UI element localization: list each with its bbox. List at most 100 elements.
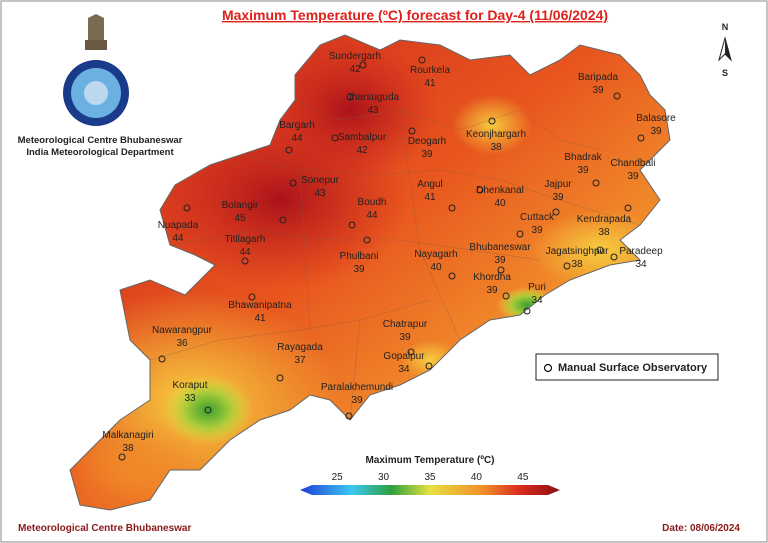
station-temp: 41 bbox=[254, 313, 266, 324]
station-name: Dhenkanal bbox=[476, 185, 524, 196]
station-name: Balasore bbox=[636, 113, 676, 124]
station-temp: 38 bbox=[598, 227, 610, 238]
colorbar-tick-label: 30 bbox=[378, 472, 390, 483]
station-name: Koraput bbox=[172, 380, 207, 391]
district-borders bbox=[149, 99, 641, 421]
station-marker bbox=[118, 453, 126, 461]
station-temp: 44 bbox=[239, 247, 251, 258]
station-marker bbox=[592, 179, 600, 187]
station-marker bbox=[613, 92, 621, 100]
station-name: Jajpur bbox=[544, 179, 572, 190]
station-temp: 39 bbox=[421, 149, 433, 160]
station-marker bbox=[285, 146, 293, 154]
station-marker bbox=[348, 221, 356, 229]
station-name: Bolangir bbox=[222, 200, 259, 211]
station-temp: 40 bbox=[430, 262, 442, 273]
colorbar bbox=[300, 485, 560, 495]
station-marker bbox=[552, 208, 560, 216]
station-temp: 39 bbox=[531, 225, 543, 236]
colorbar-tick-label: 35 bbox=[424, 472, 436, 483]
station-marker bbox=[596, 246, 604, 254]
station-temp: 39 bbox=[650, 126, 662, 137]
station-marker bbox=[331, 134, 339, 142]
station-name: Paralakhemundi bbox=[321, 382, 393, 393]
station-marker bbox=[345, 412, 353, 420]
station-name: Chatrapur bbox=[383, 319, 428, 330]
station-temp: 38 bbox=[571, 259, 583, 270]
station-temp: 39 bbox=[552, 192, 564, 203]
station-temp: 34 bbox=[531, 295, 543, 306]
station-temp: 41 bbox=[424, 78, 436, 89]
station-temp: 39 bbox=[494, 255, 506, 266]
station-name: Rourkela bbox=[410, 65, 450, 76]
station-name: Baripada bbox=[578, 72, 618, 83]
station-marker bbox=[248, 293, 256, 301]
legend-label: Manual Surface Observatory bbox=[558, 362, 708, 374]
station-temp: 40 bbox=[494, 198, 506, 209]
station-marker bbox=[289, 179, 297, 187]
station-marker bbox=[363, 236, 371, 244]
station-marker bbox=[359, 61, 367, 69]
station-temp: 34 bbox=[635, 259, 647, 270]
station-name: Sonepur bbox=[301, 175, 339, 186]
station-temp: 45 bbox=[234, 213, 246, 224]
station-marker bbox=[204, 406, 212, 414]
station-name: Khordha bbox=[473, 272, 511, 283]
stations: Sundergarh 42 Rourkela 41 Jharsuguda 43 Bargar… bbox=[102, 51, 676, 461]
station-marker bbox=[448, 272, 456, 280]
station-name: Bhubaneswar bbox=[469, 242, 531, 253]
map-title: Maximum Temperature (ºC) forecast for Da… bbox=[222, 7, 608, 23]
station-marker bbox=[241, 257, 249, 265]
station-name: Cuttack bbox=[520, 212, 555, 223]
station-marker bbox=[610, 253, 618, 261]
station-name: Malkanagiri bbox=[102, 430, 153, 441]
station-name: Kendrapada bbox=[577, 214, 632, 225]
station-name: Bargarh bbox=[279, 120, 315, 131]
station-temp: 39 bbox=[577, 165, 589, 176]
station-temp: 37 bbox=[294, 355, 306, 366]
station-temp: 34 bbox=[398, 364, 410, 375]
station-temp: 33 bbox=[184, 393, 196, 404]
station-temp: 39 bbox=[627, 171, 639, 182]
legend-marker bbox=[543, 363, 553, 373]
colorbar-ticks: 25 30 35 40 45 bbox=[332, 472, 529, 483]
station-name: Angul bbox=[417, 179, 443, 190]
station-name: Titilagarh bbox=[225, 234, 266, 245]
station-marker bbox=[158, 355, 166, 363]
station-temp: 39 bbox=[351, 395, 363, 406]
colorbar-title: Maximum Temperature (ºC) bbox=[365, 455, 494, 466]
station-name: Phulbani bbox=[340, 251, 379, 262]
colorbar-tick-label: 25 bbox=[332, 472, 344, 483]
compass-south: S bbox=[722, 68, 728, 78]
station-name: Nuapada bbox=[158, 220, 199, 231]
station-marker bbox=[448, 204, 456, 212]
station-temp: 41 bbox=[424, 192, 436, 203]
colorbar-tick-label: 45 bbox=[517, 472, 529, 483]
station-marker bbox=[488, 117, 496, 125]
station-marker bbox=[476, 186, 484, 194]
station-name: Keonjhargarh bbox=[466, 129, 526, 140]
station-temp: 44 bbox=[172, 233, 184, 244]
station-temp: 43 bbox=[314, 188, 326, 199]
station-marker bbox=[624, 204, 632, 212]
station-name: Bhawanipatna bbox=[228, 300, 292, 311]
station-marker bbox=[407, 348, 415, 356]
station-marker bbox=[502, 292, 510, 300]
station-temp: 44 bbox=[291, 133, 303, 144]
station-temp: 42 bbox=[349, 64, 361, 75]
station-name: Puri bbox=[528, 282, 546, 293]
station-name: Bhadrak bbox=[564, 152, 602, 163]
compass-north: N bbox=[722, 22, 729, 32]
footer-date: Date: 08/06/2024 bbox=[662, 523, 740, 534]
station-temp: 39 bbox=[592, 85, 604, 96]
station-marker bbox=[279, 216, 287, 224]
station-marker bbox=[425, 362, 433, 370]
department: India Meteorological Department bbox=[26, 147, 174, 158]
organization: Meteorological Centre Bhubaneswar bbox=[18, 135, 183, 146]
station-marker bbox=[563, 262, 571, 270]
legend-box bbox=[535, 353, 719, 381]
station-marker bbox=[418, 56, 426, 64]
station-marker bbox=[346, 93, 354, 101]
